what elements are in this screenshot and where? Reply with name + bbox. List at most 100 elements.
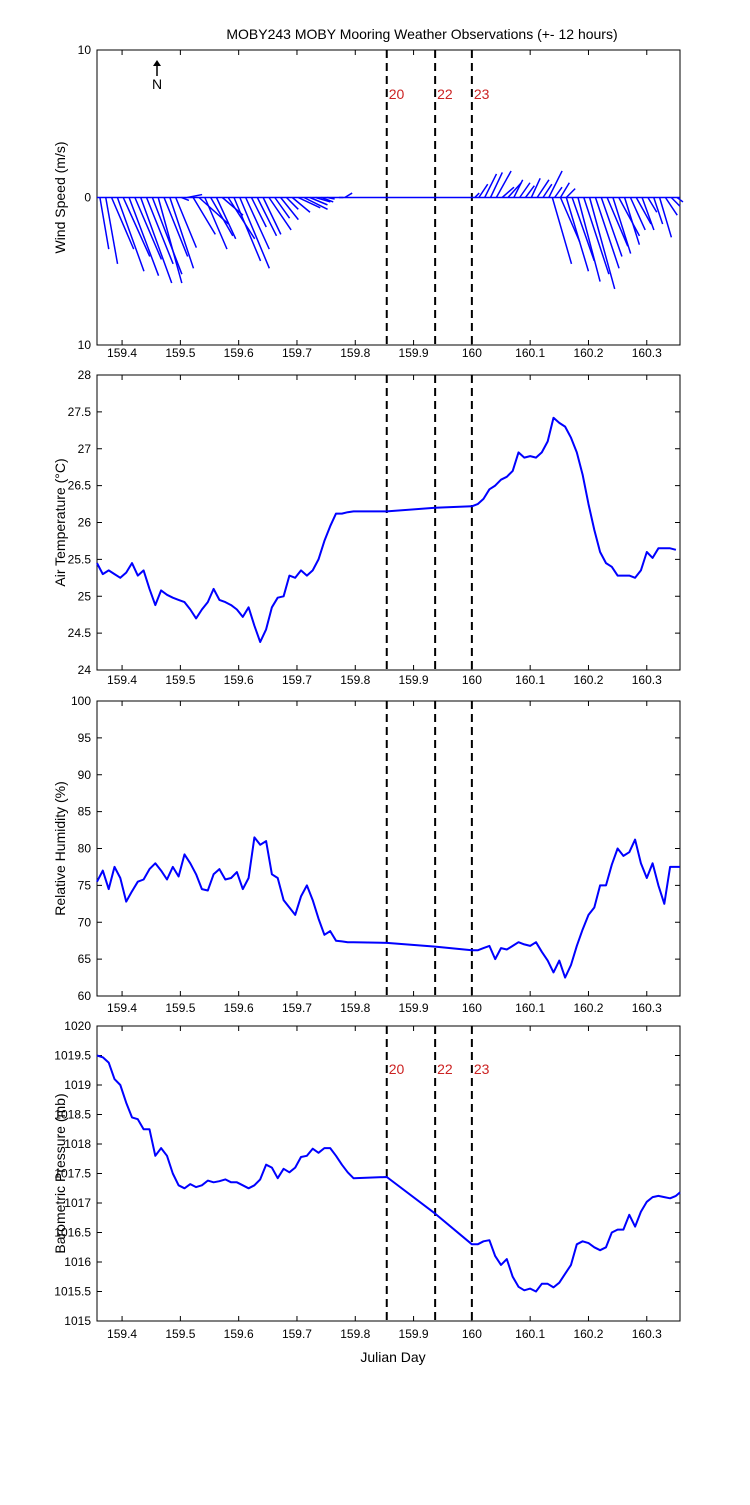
barometric-pressure-ytick-label: 1020 [64,1019,91,1033]
wind-vector [571,197,595,262]
wind-vector [501,186,515,199]
wind-ytick-label: 10 [78,43,92,57]
air-temperature-series-line [96,416,677,643]
barometric-pressure-panel: 1020 1019.5 1019 1018.5 1018 1017.5 1017 1016.5… [52,1019,681,1341]
wind-vector [542,183,553,198]
wind-vector [157,197,183,284]
barometric-pressure-xtick-label: 160.3 [632,1327,662,1341]
barometric-pressure-vline-label: 22 [437,1061,453,1077]
relative-humidity-ytick-label: 60 [78,989,92,1003]
barometric-pressure-xtick-label: 159.4 [107,1327,137,1341]
wind-vector [181,196,190,202]
wind-vector [474,192,480,199]
north-arrow-icon: N [152,60,162,92]
wind-vector [303,196,328,210]
wind-vector [629,197,646,231]
wind-vector [274,197,291,219]
barometric-pressure-ytick-label: 1017 [64,1196,91,1210]
wind-vector [623,197,641,245]
wind-vector [262,197,282,235]
wind-vector [664,197,678,216]
barometric-pressure-ylabel: Barometric Pressure (mb) [52,1093,68,1253]
relative-humidity-ytick-label: 70 [78,915,92,929]
air-temperature-ytick-label: 28 [78,368,92,382]
barometric-pressure-ytick-label: 1019.5 [54,1049,91,1063]
wind-vector [612,197,632,254]
air-temperature-ytick-label: 24 [78,663,92,677]
air-temperature-ytick-label: 25.5 [68,552,92,566]
relative-humidity-ytick-label: 65 [78,952,92,966]
wind-vector [478,183,489,198]
air-temperature-ylabel: Air Temperature (°C) [52,458,68,586]
wind-vector [244,197,270,250]
relative-humidity-series-line [96,836,680,979]
relative-humidity-ytick-label: 90 [78,768,92,782]
wind-vector [513,179,524,198]
relative-humidity-xtick-label: 159.4 [107,1001,137,1015]
air-temperature-xtick-label: 159.8 [340,673,370,687]
wind-vector [169,197,195,269]
wind-vector [151,197,183,275]
wind-vector [285,196,299,210]
air-temperature-ytick-label: 27.5 [68,405,92,419]
relative-humidity-ytick-label: 80 [78,842,92,856]
wind-vector [530,178,541,198]
wind-vector [519,182,531,198]
wind-vector [309,196,328,206]
barometric-pressure-ytick-label: 1018.5 [54,1108,91,1122]
air-temperature-ytick-label: 27 [78,442,92,456]
wind-vector [227,197,256,240]
relative-humidity-ylabel: Relative Humidity (%) [52,781,68,916]
barometric-pressure-ytick-label: 1019 [64,1078,91,1092]
wind-vector [175,197,198,248]
wind-vector [507,182,522,199]
wind-ytick-label: 10 [78,338,92,352]
north-label: N [152,76,162,92]
air-temperature-panel: 28 27.5 27 26.5 26 25.5 25 24.5 24 159.4 159.5 159.… [52,368,681,687]
wind-xtick-label: 159.7 [282,346,312,360]
wind-vector [484,173,498,198]
air-temperature-xtick-label: 160 [462,673,482,687]
wind-vector [588,197,616,290]
barometric-pressure-vline-label: 23 [474,1061,490,1077]
wind-vector [536,179,550,198]
barometric-pressure-xtick-label: 160.2 [573,1327,603,1341]
relative-humidity-ytick-label: 85 [78,805,92,819]
wind-vline-label: 20 [389,86,405,102]
wind-vector [577,197,601,282]
wind-vector [215,197,237,240]
wind-vector [315,196,331,203]
wind-vector [548,170,563,198]
x-axis-label: Julian Day [360,1349,425,1365]
air-temperature-xtick-label: 159.5 [165,673,195,687]
wind-ytick-label: 0 [84,191,91,205]
wind-vector [583,197,610,275]
wind-vector [192,197,216,235]
barometric-pressure-xtick-label: 160.1 [515,1327,545,1341]
wind-xtick-label: 159.6 [224,346,254,360]
air-temperature-xtick-label: 159.7 [282,673,312,687]
air-temperature-xtick-label: 159.6 [224,673,254,687]
wind-vector [99,197,110,250]
barometric-pressure-series-line [96,1054,681,1293]
wind-vector [524,185,535,198]
wind-vector [670,196,681,207]
barometric-pressure-ytick-label: 1016 [64,1255,91,1269]
relative-humidity-xtick-label: 159.7 [282,1001,312,1015]
wind-ylabel: Wind Speed (m/s) [52,141,68,253]
wind-vector [344,192,353,199]
wind-vector [618,197,641,237]
wind-vector [280,197,299,221]
air-temperature-ytick-label: 26 [78,516,92,530]
air-temperature-ytick-label: 24.5 [68,626,92,640]
wind-xtick-label: 159.9 [399,346,429,360]
barometric-pressure-xtick-label: 159.6 [224,1327,254,1341]
wind-vector [554,186,563,198]
wind-vector [116,197,145,272]
barometric-pressure-xtick-label: 160 [462,1327,482,1341]
wind-xtick-label: 160.1 [515,346,545,360]
wind-xtick-label: 159.4 [107,346,137,360]
wind-vector [565,197,590,272]
relative-humidity-axes-frame [96,700,681,997]
